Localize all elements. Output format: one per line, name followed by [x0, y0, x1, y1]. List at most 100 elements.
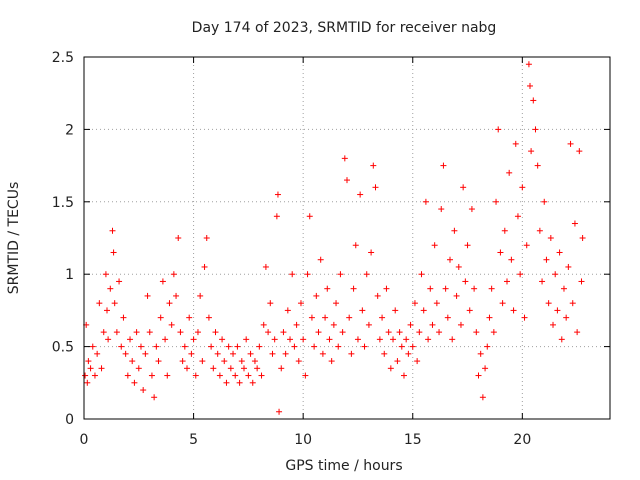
data-point	[192, 372, 199, 379]
data-point	[131, 379, 138, 386]
data-point	[400, 372, 407, 379]
data-point	[166, 300, 173, 307]
data-point	[418, 271, 425, 278]
data-point	[175, 235, 182, 241]
data-point	[387, 365, 394, 372]
data-point	[477, 350, 484, 357]
data-point	[221, 358, 228, 365]
data-point	[460, 184, 467, 191]
data-point	[530, 97, 537, 104]
data-point	[357, 191, 364, 198]
data-point	[578, 278, 585, 285]
data-point	[523, 242, 530, 249]
data-point	[300, 336, 307, 343]
data-point	[148, 372, 155, 379]
data-point	[155, 358, 162, 365]
data-point	[109, 227, 116, 234]
data-point	[110, 249, 117, 256]
data-point	[569, 300, 576, 307]
data-point	[346, 314, 353, 321]
data-point	[306, 213, 313, 220]
data-point	[116, 278, 123, 285]
data-point	[94, 350, 101, 357]
data-point	[219, 336, 226, 343]
data-point	[514, 213, 521, 220]
data-point	[142, 350, 149, 357]
data-point	[105, 336, 112, 343]
data-point	[567, 140, 574, 147]
data-point	[512, 140, 519, 147]
data-point	[249, 379, 256, 386]
data-point	[284, 307, 291, 314]
data-point	[319, 350, 326, 357]
data-point	[534, 162, 541, 169]
data-point	[370, 162, 377, 169]
data-point	[398, 343, 405, 350]
x-tick-label: 5	[189, 432, 198, 448]
data-point	[164, 372, 171, 379]
data-point	[563, 314, 570, 321]
data-point	[571, 220, 578, 227]
data-point	[545, 300, 552, 307]
data-point	[471, 285, 478, 292]
data-point	[137, 343, 144, 350]
data-point	[403, 336, 410, 343]
data-point	[113, 329, 120, 336]
data-point	[422, 198, 429, 205]
data-point	[521, 314, 528, 321]
data-point	[98, 365, 105, 372]
data-point	[91, 372, 98, 379]
data-point	[352, 242, 359, 249]
data-point	[414, 358, 421, 365]
data-point	[486, 314, 493, 321]
data-point	[120, 314, 127, 321]
data-point	[475, 372, 482, 379]
data-point	[350, 285, 357, 292]
data-point	[429, 321, 436, 328]
data-point	[293, 321, 300, 328]
y-tick-label: 0	[65, 412, 74, 428]
data-point	[289, 271, 296, 278]
data-point	[510, 307, 517, 314]
data-point	[409, 343, 416, 350]
data-point	[473, 329, 480, 336]
data-point	[495, 126, 502, 133]
data-point	[208, 343, 215, 350]
data-point	[396, 329, 403, 336]
data-point	[274, 191, 281, 198]
data-point	[184, 365, 191, 372]
data-point	[543, 256, 550, 263]
data-point	[390, 336, 397, 343]
data-point	[464, 242, 471, 249]
data-point	[168, 321, 175, 328]
data-point	[411, 300, 418, 307]
data-point	[186, 314, 193, 321]
data-point	[190, 336, 197, 343]
data-point	[276, 408, 283, 415]
data-point	[457, 321, 464, 328]
grid-layer	[84, 57, 610, 419]
data-point	[372, 184, 379, 191]
data-point	[199, 358, 206, 365]
x-tick-label: 10	[294, 432, 312, 448]
data-point	[203, 235, 210, 241]
data-point	[368, 249, 375, 256]
data-point	[574, 329, 581, 336]
data-point	[361, 343, 368, 350]
data-point	[436, 329, 443, 336]
data-point	[335, 343, 342, 350]
data-point	[295, 358, 302, 365]
y-tick-label: 2	[65, 122, 74, 138]
data-point	[311, 343, 318, 350]
data-point	[348, 350, 355, 357]
data-point	[453, 292, 460, 299]
data-point	[326, 336, 333, 343]
chart-title: Day 174 of 2023, SRMTID for receiver nab…	[192, 20, 497, 36]
data-point	[260, 321, 267, 328]
data-point	[420, 307, 427, 314]
data-point	[376, 336, 383, 343]
data-point	[519, 184, 526, 191]
data-point	[135, 365, 142, 372]
data-point	[124, 372, 131, 379]
data-point	[247, 350, 254, 357]
